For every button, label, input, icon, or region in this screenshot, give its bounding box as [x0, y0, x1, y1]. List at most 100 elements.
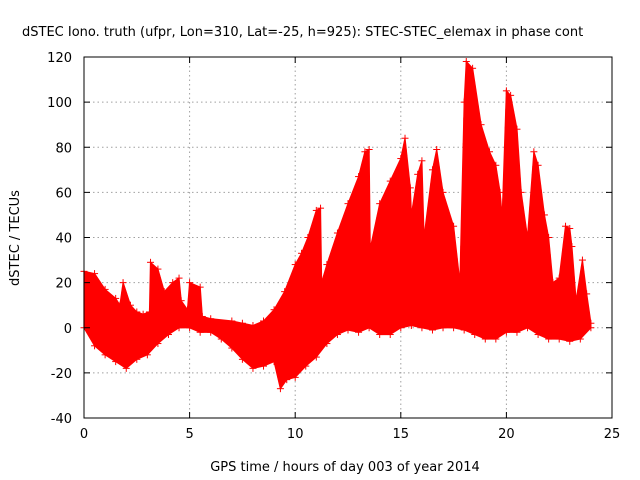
- data-point-lower: [344, 326, 352, 334]
- data-point-lower: [333, 331, 341, 339]
- data-point-upper: [366, 245, 374, 253]
- data-point-upper: [344, 200, 352, 208]
- data-point-lower: [302, 362, 310, 370]
- data-point-upper: [407, 211, 415, 219]
- data-point-upper: [317, 204, 325, 212]
- data-point-upper: [298, 249, 306, 257]
- data-point-upper: [433, 146, 441, 154]
- data-point-upper: [101, 285, 109, 293]
- data-point-upper: [507, 91, 515, 99]
- data-point-lower: [355, 328, 363, 336]
- data-point-lower: [513, 328, 521, 336]
- data-point-upper: [492, 161, 500, 169]
- data-point-lower: [450, 324, 458, 332]
- y-tick-label: 120: [47, 51, 72, 66]
- data-point-upper: [496, 188, 504, 196]
- data-point-lower: [175, 324, 183, 332]
- data-point-lower: [283, 376, 291, 384]
- data-point-lower: [112, 358, 120, 366]
- data-point-upper: [119, 279, 127, 287]
- y-tick-label: 100: [47, 96, 72, 111]
- y-tick-label: 80: [55, 141, 72, 156]
- data-point-lower: [323, 340, 331, 348]
- data-point-lower: [524, 324, 532, 332]
- data-point-lower: [249, 364, 257, 372]
- data-point-upper: [549, 279, 557, 287]
- data-point-upper: [397, 155, 405, 163]
- y-tick-label: -40: [51, 412, 72, 427]
- data-point-lower: [164, 331, 172, 339]
- data-point-upper: [530, 148, 538, 156]
- data-point-upper: [198, 312, 206, 320]
- data-point-lower: [407, 321, 415, 329]
- data-point-upper: [566, 224, 574, 232]
- data-point-lower: [534, 331, 542, 339]
- data-point-lower: [270, 358, 278, 366]
- data-point-upper: [572, 297, 580, 305]
- data-point-upper: [318, 279, 326, 287]
- data-point-upper: [555, 274, 563, 282]
- data-point-lower: [101, 351, 109, 359]
- data-point-upper: [524, 234, 532, 241]
- y-tick-label: 40: [55, 232, 72, 247]
- data-point-lower: [207, 328, 215, 336]
- y-tick-label: -20: [51, 367, 72, 382]
- x-tick-label: 15: [393, 427, 410, 442]
- data-point-lower: [276, 385, 284, 393]
- data-point-lower: [545, 335, 553, 343]
- data-point-upper: [469, 64, 477, 72]
- data-point-upper: [534, 161, 542, 169]
- data-point-upper: [116, 301, 124, 309]
- data-point-lower: [133, 355, 141, 363]
- data-point-upper: [406, 184, 414, 192]
- data-point-upper: [323, 261, 331, 269]
- data-point-upper: [281, 288, 289, 296]
- data-point-upper: [498, 213, 506, 221]
- data-point-lower: [492, 335, 500, 343]
- data-point-upper: [186, 279, 194, 287]
- x-axis-label: GPS time / hours of day 003 of year 2014: [210, 460, 480, 475]
- data-point-upper: [139, 310, 147, 318]
- data-point-upper: [439, 188, 447, 196]
- y-tick-label: 60: [55, 186, 72, 201]
- x-tick-label: 10: [287, 427, 304, 442]
- data-point-lower: [386, 331, 394, 339]
- data-point-upper: [513, 125, 521, 133]
- data-point-upper: [450, 222, 458, 230]
- data-point-upper: [160, 288, 168, 296]
- data-point-lower: [576, 335, 584, 343]
- data-point-upper: [562, 222, 570, 230]
- data-point-lower: [365, 324, 373, 332]
- data-point-lower: [397, 324, 405, 332]
- data-point-upper: [207, 315, 215, 323]
- data-point-upper: [460, 98, 468, 106]
- data-point-upper: [376, 200, 384, 208]
- data-point-lower: [471, 331, 479, 339]
- data-point-upper: [270, 306, 278, 314]
- data-point-upper: [154, 265, 162, 273]
- data-point-upper: [477, 121, 485, 129]
- data-point-upper: [145, 308, 153, 316]
- data-point-upper: [304, 234, 312, 241]
- data-point-lower: [196, 328, 204, 336]
- data-point-upper: [228, 317, 236, 325]
- data-point-lower: [238, 355, 246, 363]
- y-tick-label: 20: [55, 277, 72, 292]
- data-point-lower: [260, 362, 268, 370]
- data-point-lower: [91, 342, 99, 350]
- plot-area: [80, 58, 595, 393]
- data-point-upper: [517, 188, 525, 196]
- y-axis-label: dSTEC / TECUs: [8, 190, 23, 286]
- data-point-upper: [545, 234, 553, 241]
- data-point-lower: [376, 331, 384, 339]
- data-point-lower: [291, 373, 299, 381]
- data-point-lower: [186, 324, 194, 332]
- data-point-upper: [578, 256, 586, 264]
- x-tick-label: 25: [604, 427, 621, 442]
- data-point-lower: [439, 324, 447, 332]
- data-point-upper: [540, 211, 548, 219]
- data-point-upper: [238, 319, 246, 327]
- data-point-upper: [365, 146, 373, 154]
- x-tick-label: 20: [498, 427, 515, 442]
